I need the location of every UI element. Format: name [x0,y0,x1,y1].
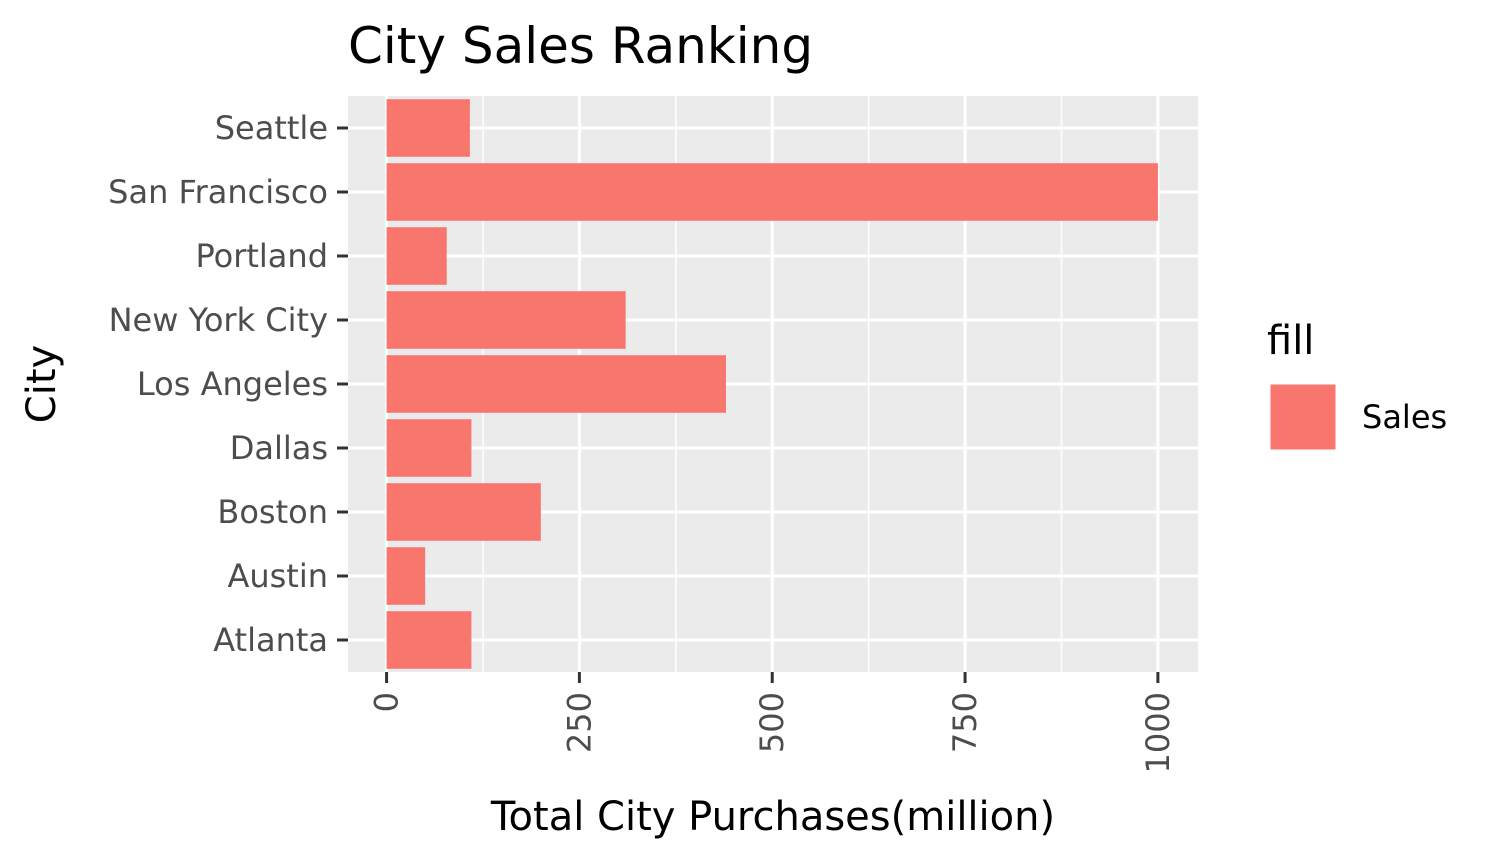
legend-key-sales [1267,381,1339,453]
bar-new-york-city [386,291,626,349]
bars [386,99,1158,669]
y-tick-label: Boston [217,493,328,531]
x-tick-label: 1000 [1139,692,1177,773]
bar-atlanta [386,611,472,669]
x-axis-title: Total City Purchases(million) [490,794,1055,840]
y-tick-label: Austin [227,557,328,595]
y-tick-label: New York City [109,301,328,339]
x-axis: 0 250 500 750 1000 [368,672,1177,773]
bar-los-angeles [386,355,726,413]
legend-label-sales: Sales [1362,398,1447,436]
y-tick-label: Atlanta [213,621,328,659]
x-tick-label: 0 [368,692,406,712]
bar-seattle [386,99,470,157]
y-tick-label: Los Angeles [137,365,328,403]
y-tick-label: San Francisco [108,173,328,211]
x-tick-label: 750 [946,692,984,753]
legend-title: fill [1267,318,1314,364]
bar-san-francisco [386,163,1158,221]
bar-dallas [386,419,472,477]
y-tick-label: Dallas [230,429,328,467]
x-tick-label: 500 [753,692,791,753]
x-tick-label: 250 [560,692,598,753]
legend: fill Sales [1267,318,1447,453]
bar-portland [386,227,447,285]
y-axis: Atlanta Austin Boston Dallas Los Angeles New … [108,109,348,659]
chart-title: City Sales Ranking [348,17,813,75]
bar-austin [386,547,426,605]
y-tick-label: Seattle [215,109,328,147]
bar-boston [386,483,541,541]
y-axis-title: City [19,345,65,423]
y-tick-label: Portland [195,237,328,275]
